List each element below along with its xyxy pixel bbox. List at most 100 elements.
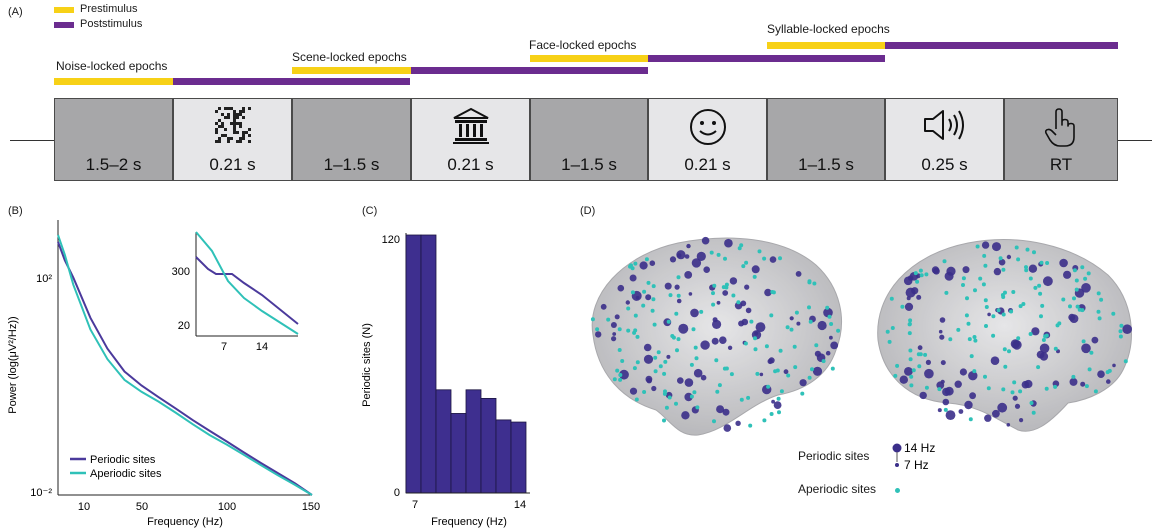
periodic-site-dot bbox=[939, 317, 946, 323]
aperiodic-site-dot bbox=[814, 343, 819, 348]
size-legend-high-label: 14 Hz bbox=[904, 441, 935, 455]
noise-pixel bbox=[214, 122, 218, 125]
periodic-site-dot bbox=[919, 391, 927, 400]
aperiodic-dot-swatch bbox=[895, 488, 900, 493]
noise-pixel bbox=[238, 110, 242, 113]
aperiodic-site-dot bbox=[917, 364, 922, 369]
aperiodic-site-dot bbox=[991, 314, 996, 319]
aperiodic-site-dot bbox=[712, 283, 717, 288]
periodic-site-dot bbox=[684, 254, 690, 259]
aperiodic-series-line bbox=[57, 234, 313, 496]
aperiodic-site-dot bbox=[1025, 247, 1030, 252]
periodic-site-dot bbox=[1059, 258, 1068, 268]
aperiodic-site-dot bbox=[618, 377, 623, 382]
noise-pixel bbox=[238, 125, 242, 128]
periodic-site-dot bbox=[1036, 350, 1045, 359]
aperiodic-site-dot bbox=[1123, 359, 1128, 364]
aperiodic-site-dot bbox=[1074, 278, 1079, 283]
periodic-site-dot bbox=[795, 271, 802, 277]
aperiodic-site-dot bbox=[717, 383, 722, 388]
aperiodic-site-dot bbox=[885, 329, 890, 334]
aperiodic-site-dot bbox=[662, 391, 667, 396]
aperiodic-site-dot bbox=[1016, 336, 1021, 341]
aperiodic-site-dot bbox=[961, 283, 965, 287]
periodic-site-dot bbox=[712, 319, 722, 329]
periodic-site-dot bbox=[1081, 343, 1091, 354]
periodic-site-dot bbox=[1012, 340, 1022, 350]
aperiodic-site-dot bbox=[807, 375, 812, 380]
aperiodic-site-dot bbox=[918, 352, 923, 357]
aperiodic-site-dot bbox=[1039, 260, 1044, 265]
aperiodic-site-dot bbox=[776, 396, 781, 401]
aperiodic-site-dot bbox=[1072, 268, 1077, 273]
periodic-site-dot bbox=[773, 401, 782, 409]
noise-pixel bbox=[220, 122, 224, 125]
trial-box-iti: 1–1.5 s bbox=[292, 98, 411, 181]
inset-xtick-label: 7 bbox=[221, 341, 227, 353]
aperiodic-site-dot bbox=[663, 359, 668, 364]
aperiodic-site-dot bbox=[653, 369, 658, 374]
periodic-site-dot bbox=[639, 261, 648, 270]
periodic-site-dot bbox=[611, 336, 617, 342]
periodic-site-dot bbox=[1081, 283, 1091, 293]
periodic-site-dot bbox=[997, 402, 1008, 413]
noise-pixel bbox=[241, 134, 245, 137]
xtick-label: 7 bbox=[412, 499, 418, 511]
noise-pixel bbox=[238, 113, 242, 116]
aperiodic-site-dot bbox=[1003, 364, 1008, 369]
periodic-site-dot bbox=[693, 368, 703, 378]
aperiodic-site-dot bbox=[711, 291, 715, 296]
aperiodic-site-dot bbox=[965, 296, 969, 301]
periodic-site-dot bbox=[1080, 381, 1086, 387]
noise-pixel bbox=[244, 131, 248, 134]
trial-box-iti: 1–1.5 s bbox=[767, 98, 885, 181]
periodic-site-dot bbox=[759, 372, 764, 377]
aperiodic-site-dot bbox=[810, 367, 814, 372]
periodic-site-dot bbox=[677, 377, 684, 384]
trial-duration: 1–1.5 s bbox=[561, 155, 617, 174]
periodic-site-dot bbox=[645, 375, 653, 383]
trial-box-syllable: 0.25 s bbox=[885, 98, 1004, 181]
aperiodic-site-dot bbox=[915, 279, 920, 284]
periodic-site-dot bbox=[936, 381, 945, 390]
noise-pixel bbox=[235, 116, 239, 119]
periodic-site-dot bbox=[678, 323, 689, 334]
aperiodic-site-dot bbox=[937, 387, 942, 392]
periodic-site-dot bbox=[617, 284, 625, 292]
y-axis-label: Power (log(μV²/Hz)) bbox=[7, 316, 19, 413]
aperiodic-site-dot bbox=[674, 401, 678, 406]
aperiodic-site-dot bbox=[676, 275, 681, 280]
aperiodic-site-dot bbox=[1018, 304, 1023, 309]
size-legend-large-dot bbox=[892, 443, 902, 453]
panel-a-label: (A) bbox=[8, 6, 23, 18]
noise-pixel bbox=[232, 131, 236, 134]
aperiodic-site-dot bbox=[753, 336, 757, 341]
periodic-site-dot bbox=[771, 399, 775, 404]
trial-duration: 0.21 s bbox=[447, 155, 494, 174]
aperiodic-site-dot bbox=[908, 357, 913, 362]
periodic-site-dot bbox=[676, 253, 682, 258]
noise-pixel bbox=[220, 113, 224, 116]
periodic-site-dot bbox=[741, 318, 749, 326]
aperiodic-site-dot bbox=[908, 318, 913, 323]
aperiodic-site-dot bbox=[617, 327, 622, 332]
noise-pixel bbox=[226, 140, 230, 143]
aperiodic-site-dot bbox=[709, 250, 714, 255]
aperiodic-site-dot bbox=[1028, 332, 1033, 336]
aperiodic-site-dot bbox=[1010, 390, 1015, 395]
periodic-site-dot bbox=[829, 335, 833, 340]
periodic-site-dot bbox=[916, 294, 922, 300]
noise-pixel bbox=[214, 128, 218, 131]
periodic-site-dot bbox=[625, 300, 630, 305]
periodic-site-dot bbox=[722, 408, 730, 416]
inset-ytick-label: 20 bbox=[178, 320, 190, 332]
aperiodic-site-dot bbox=[969, 354, 974, 359]
periodic-site-dot bbox=[1012, 395, 1018, 401]
noise-pixel bbox=[232, 110, 236, 113]
aperiodic-site-dot bbox=[890, 326, 895, 330]
aperiodic-site-dot bbox=[1002, 347, 1007, 352]
aperiodic-site-dot bbox=[895, 363, 900, 368]
noise-pixel bbox=[235, 140, 239, 143]
noise-pixel bbox=[232, 128, 236, 131]
noise-pixel bbox=[214, 140, 218, 143]
